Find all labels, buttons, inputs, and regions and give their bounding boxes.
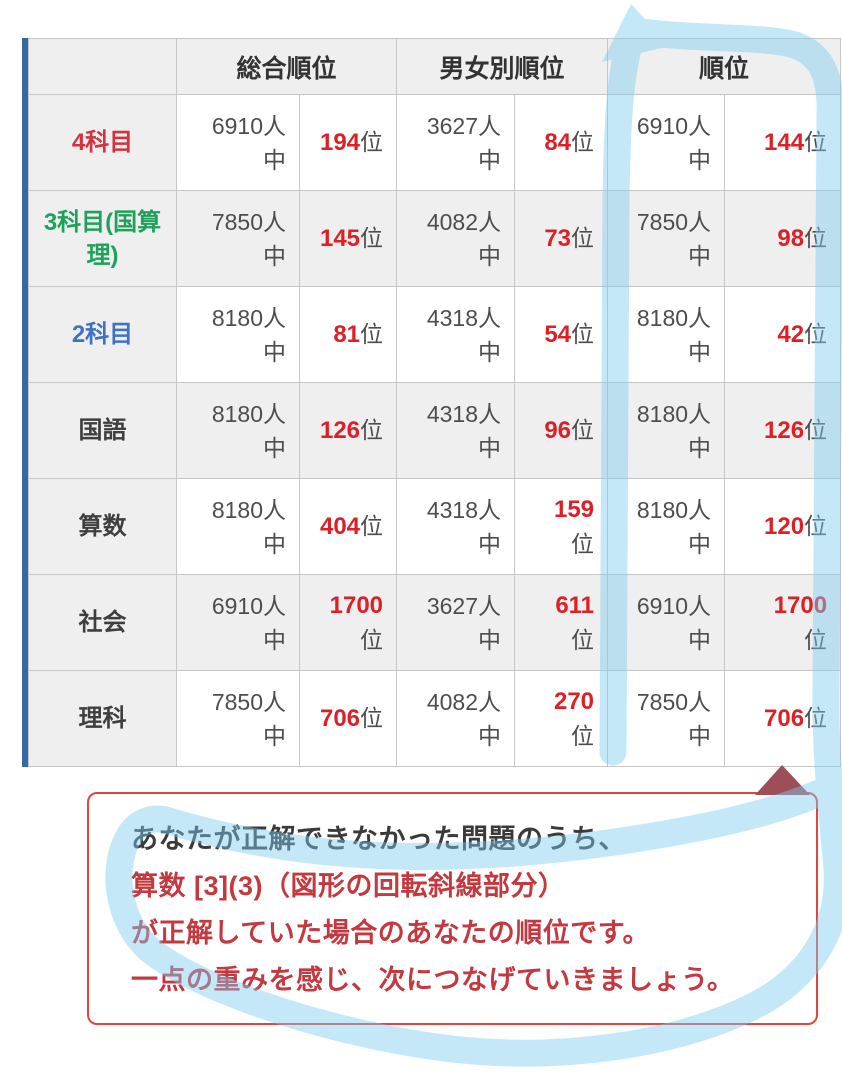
- header-row: 総合順位 男女別順位 順位: [28, 38, 842, 95]
- participants-cell: 4318人中: [396, 382, 516, 479]
- participants-cell: 8180人中: [176, 286, 300, 383]
- participants-cell: 7850人中: [176, 190, 300, 287]
- rank-cell: 404位: [298, 478, 398, 575]
- rank-cell: 126位: [724, 382, 842, 479]
- participants-cell: 3627人中: [396, 94, 516, 191]
- rank-cell: 159 位: [514, 478, 609, 575]
- subject-row: 社会 6910人中 1700 位 3627人中 611 位 6910人中 1700 位: [28, 574, 842, 671]
- participants-cell: 6910人中: [607, 94, 726, 191]
- subject-row: 理科 7850人中 706位 4082人中 270 位 7850人中 706位: [28, 670, 842, 767]
- rank-cell: 194位: [298, 94, 398, 191]
- rank-cell: 1700 位: [298, 574, 398, 671]
- rank-cell: 81位: [298, 286, 398, 383]
- participants-cell: 8180人中: [176, 382, 300, 479]
- left-accent-bar: [22, 38, 28, 767]
- rank-cell: 73位: [514, 190, 609, 287]
- rank-cell: 270 位: [514, 670, 609, 767]
- rank-cell: 42位: [724, 286, 842, 383]
- subject-row: 算数 8180人中 404位 4318人中 159 位 8180人中 120位: [28, 478, 842, 575]
- pointer-triangle-icon: [755, 765, 810, 795]
- subject-label-cell: 算数: [28, 478, 177, 575]
- participants-cell: 4318人中: [396, 478, 516, 575]
- explanation-line: あなたが正解できなかった問題のうち、: [131, 824, 626, 854]
- rank-cell: 1700 位: [724, 574, 842, 671]
- subject-row: 3科目(国算理) 7850人中 145位 4082人中 73位 7850人中 98位: [28, 190, 842, 287]
- participants-cell: 8180人中: [607, 286, 726, 383]
- participants-cell: 8180人中: [607, 382, 726, 479]
- explanation-line: 算数 [3](3)（図形の回転斜線部分）: [131, 871, 566, 901]
- rank-cell: 96位: [514, 382, 609, 479]
- ranking-table-section: 総合順位 男女別順位 順位 4科目 6910人中 194位 3627人中 84位 6910…: [22, 38, 842, 767]
- rank-cell: 54位: [514, 286, 609, 383]
- explanation-line: が正解していた場合のあなたの順位です。: [131, 918, 650, 948]
- participants-cell: 6910人中: [607, 574, 726, 671]
- subject-row: 4科目 6910人中 194位 3627人中 84位 6910人中 144位: [28, 94, 842, 191]
- rank-cell: 145位: [298, 190, 398, 287]
- subject-row: 2科目 8180人中 81位 4318人中 54位 8180人中 42位: [28, 286, 842, 383]
- participants-cell: 4082人中: [396, 190, 516, 287]
- participants-cell: 4318人中: [396, 286, 516, 383]
- corner-cell: [28, 38, 177, 95]
- rank-cell: 144位: [724, 94, 842, 191]
- participants-cell: 7850人中: [607, 670, 726, 767]
- column-header-rank: 順位: [607, 38, 842, 95]
- subject-label-cell: 4科目: [28, 94, 177, 191]
- rank-cell: 706位: [724, 670, 842, 767]
- subject-label-cell: 国語: [28, 382, 177, 479]
- subject-label-cell: 理科: [28, 670, 177, 767]
- rank-cell: 126位: [298, 382, 398, 479]
- participants-cell: 8180人中: [607, 478, 726, 575]
- column-header-by-gender: 男女別順位: [396, 38, 609, 95]
- explanation-line: 一点の重みを感じ、次につなげていきましょう。: [131, 965, 735, 995]
- rank-cell: 706位: [298, 670, 398, 767]
- participants-cell: 6910人中: [176, 94, 300, 191]
- subject-label-cell: 社会: [28, 574, 177, 671]
- rank-cell: 611 位: [514, 574, 609, 671]
- ranking-table: 総合順位 男女別順位 順位 4科目 6910人中 194位 3627人中 84位 6910…: [28, 38, 842, 767]
- rank-cell: 98位: [724, 190, 842, 287]
- participants-cell: 7850人中: [176, 670, 300, 767]
- participants-cell: 7850人中: [607, 190, 726, 287]
- subject-label-cell: 2科目: [28, 286, 177, 383]
- participants-cell: 6910人中: [176, 574, 300, 671]
- participants-cell: 3627人中: [396, 574, 516, 671]
- participants-cell: 8180人中: [176, 478, 300, 575]
- subject-label-cell: 3科目(国算理): [28, 190, 177, 287]
- subject-row: 国語 8180人中 126位 4318人中 96位 8180人中 126位: [28, 382, 842, 479]
- explanation-box: あなたが正解できなかった問題のうち、 算数 [3](3)（図形の回転斜線部分） …: [87, 792, 818, 1025]
- rank-cell: 84位: [514, 94, 609, 191]
- participants-cell: 4082人中: [396, 670, 516, 767]
- rank-cell: 120位: [724, 478, 842, 575]
- column-header-overall: 総合順位: [175, 38, 398, 95]
